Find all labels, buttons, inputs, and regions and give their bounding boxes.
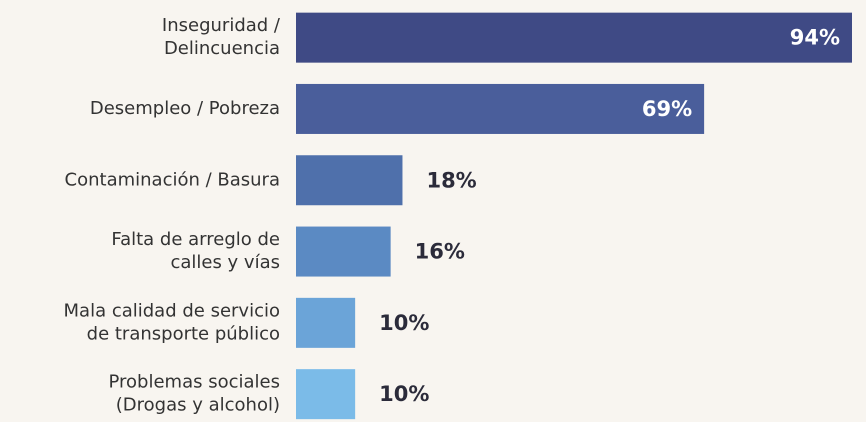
bar bbox=[296, 12, 852, 63]
bar bbox=[296, 155, 403, 206]
value-label: 18% bbox=[426, 168, 476, 192]
category-label: Problemas sociales (Drogas y alcohol) bbox=[109, 372, 281, 416]
value-label: 10% bbox=[379, 311, 429, 335]
category-label: Contaminación / Basura bbox=[65, 169, 280, 190]
category-label: Inseguridad / Delincuencia bbox=[162, 15, 281, 59]
category-label: Desempleo / Pobreza bbox=[90, 98, 280, 119]
value-label: 94% bbox=[790, 26, 840, 50]
category-label: Falta de arreglo de calles y vías bbox=[111, 229, 280, 273]
bar bbox=[296, 369, 356, 420]
value-label: 16% bbox=[415, 240, 465, 264]
value-label: 69% bbox=[642, 97, 692, 121]
value-label: 10% bbox=[379, 382, 429, 406]
bar bbox=[296, 83, 705, 134]
bar bbox=[296, 297, 356, 348]
bar bbox=[296, 226, 391, 277]
category-label: Mala calidad de servicio de transporte pú… bbox=[64, 300, 280, 344]
